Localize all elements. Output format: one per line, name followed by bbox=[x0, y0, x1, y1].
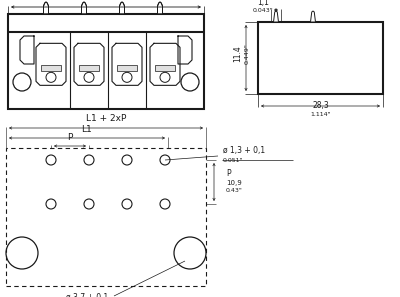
Bar bbox=[6, 148, 206, 286]
Polygon shape bbox=[82, 2, 86, 14]
Text: 28,3: 28,3 bbox=[312, 101, 329, 110]
Text: 11.4: 11.4 bbox=[234, 46, 242, 62]
Polygon shape bbox=[44, 2, 48, 14]
Text: 0.449": 0.449" bbox=[244, 44, 250, 64]
Bar bbox=[258, 22, 383, 94]
Text: L1 + 3xP: L1 + 3xP bbox=[86, 0, 126, 2]
Bar bbox=[155, 65, 175, 71]
Polygon shape bbox=[120, 2, 124, 14]
Text: 0.43": 0.43" bbox=[226, 189, 243, 194]
Bar bbox=[79, 65, 99, 71]
Text: 1,1: 1,1 bbox=[257, 0, 269, 7]
Bar bbox=[117, 65, 137, 71]
Bar bbox=[41, 65, 61, 71]
Text: 0.051": 0.051" bbox=[223, 158, 244, 163]
Polygon shape bbox=[158, 2, 162, 14]
Text: L1: L1 bbox=[82, 125, 92, 134]
Text: 0.043": 0.043" bbox=[253, 8, 273, 13]
Text: L1 + 2xP: L1 + 2xP bbox=[86, 114, 126, 123]
Text: 1.114": 1.114" bbox=[310, 112, 331, 117]
Text: ø 1,3 + 0,1: ø 1,3 + 0,1 bbox=[223, 146, 265, 155]
Text: ø 3,7 + 0,1: ø 3,7 + 0,1 bbox=[66, 293, 108, 297]
Text: P: P bbox=[226, 170, 231, 178]
Text: 10,9: 10,9 bbox=[226, 180, 242, 186]
Polygon shape bbox=[310, 11, 316, 22]
Text: P: P bbox=[67, 133, 73, 142]
Polygon shape bbox=[274, 11, 278, 22]
Bar bbox=[8, 14, 204, 109]
